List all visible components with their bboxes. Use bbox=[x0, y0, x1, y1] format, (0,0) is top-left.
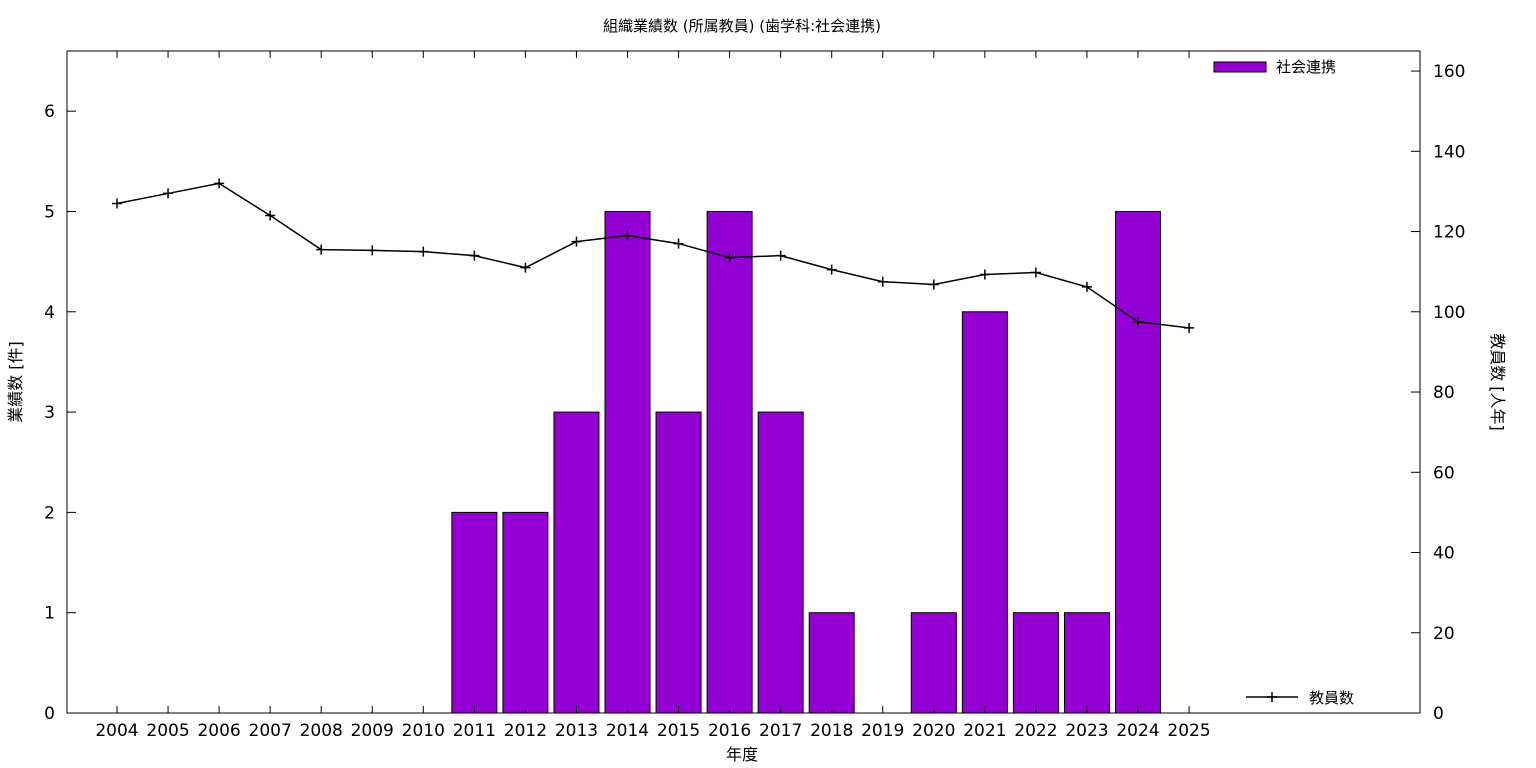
bar-2022 bbox=[1012, 612, 1059, 714]
bar-2023 bbox=[1063, 612, 1110, 714]
bar-2018 bbox=[808, 612, 855, 714]
x-axis: 2004 2005 2006 2007 2008 2009 2010 2011 2012 2013… bbox=[95, 51, 1211, 741]
y2-tick-label-0: 0 bbox=[1433, 704, 1444, 724]
point-2007 bbox=[265, 210, 276, 221]
x-tick-label-2007: 2007 bbox=[249, 721, 292, 741]
bar-group bbox=[451, 210, 1161, 714]
x-tick-label-2015: 2015 bbox=[657, 721, 700, 741]
y-tick-label-3: 3 bbox=[44, 403, 55, 423]
bar-2016 bbox=[706, 210, 753, 714]
legend-line-label: 教員数 bbox=[1309, 689, 1354, 707]
point-2022 bbox=[1030, 267, 1041, 278]
y2-tick-label-80: 80 bbox=[1433, 383, 1455, 403]
point-2023 bbox=[1081, 281, 1092, 292]
point-2008 bbox=[316, 244, 327, 255]
x-tick-label-2025: 2025 bbox=[1167, 721, 1210, 741]
bar-2015 bbox=[655, 411, 702, 714]
point-2015 bbox=[673, 238, 684, 249]
bar-2013 bbox=[553, 411, 600, 714]
x-tick-label-2011: 2011 bbox=[453, 721, 496, 741]
point-2005 bbox=[163, 188, 174, 199]
x-tick-label-2005: 2005 bbox=[146, 721, 189, 741]
point-2025 bbox=[1184, 322, 1195, 333]
y2-tick-label-100: 100 bbox=[1433, 303, 1465, 323]
x-tick-label-2023: 2023 bbox=[1065, 721, 1108, 741]
y-axis-left: 0 1 2 3 4 5 6 bbox=[44, 102, 76, 724]
point-2006 bbox=[214, 178, 225, 189]
x-tick-label-2019: 2019 bbox=[861, 721, 904, 741]
y-tick-label-4: 4 bbox=[44, 303, 55, 323]
point-2024 bbox=[1133, 316, 1143, 327]
x-tick-label-2010: 2010 bbox=[402, 721, 445, 741]
chart-title: 組織業績数 (所属教員) (歯学科:社会連携) bbox=[603, 17, 881, 35]
y-tick-label-1: 1 bbox=[44, 604, 55, 624]
x-tick-label-2020: 2020 bbox=[912, 721, 955, 741]
x-tick-label-2018: 2018 bbox=[810, 721, 853, 741]
legend-bar: 社会連携 bbox=[1213, 58, 1336, 76]
x-tick-label-2017: 2017 bbox=[759, 721, 802, 741]
bar-2021 bbox=[961, 311, 1008, 714]
y-tick-label-5: 5 bbox=[44, 202, 55, 222]
x-tick-label-2014: 2014 bbox=[606, 721, 649, 741]
legend-bar-swatch bbox=[1213, 61, 1267, 73]
y2-tick-label-40: 40 bbox=[1433, 544, 1455, 564]
point-2013 bbox=[571, 236, 582, 247]
y2-tick-label-160: 160 bbox=[1433, 62, 1465, 82]
point-2004 bbox=[112, 198, 122, 209]
series-line-teachers bbox=[116, 182, 1190, 329]
y-axis-label: 業績数 [件] bbox=[6, 341, 25, 423]
point-2014 bbox=[622, 230, 633, 241]
x-tick-label-2013: 2013 bbox=[555, 721, 598, 741]
point-2021 bbox=[979, 269, 990, 280]
point-2010 bbox=[418, 246, 429, 257]
x-tick-label-2004: 2004 bbox=[95, 721, 138, 741]
y2-tick-label-20: 20 bbox=[1433, 624, 1455, 644]
point-2016 bbox=[724, 252, 735, 263]
bar-2012 bbox=[502, 511, 549, 714]
bar-2011 bbox=[451, 511, 498, 714]
point-2017 bbox=[775, 250, 786, 261]
y2-tick-label-120: 120 bbox=[1433, 223, 1465, 243]
point-2019 bbox=[877, 276, 888, 287]
legend-line: 教員数 bbox=[1246, 689, 1354, 707]
y-tick-label-0: 0 bbox=[44, 704, 55, 724]
point-2009 bbox=[367, 245, 378, 256]
x-tick-label-2022: 2022 bbox=[1014, 721, 1057, 741]
y2-tick-label-140: 140 bbox=[1433, 142, 1465, 162]
bar-2017 bbox=[757, 411, 804, 714]
line-group bbox=[112, 178, 1195, 333]
x-tick-label-2008: 2008 bbox=[300, 721, 343, 741]
x-tick-label-2006: 2006 bbox=[197, 721, 240, 741]
x-tick-label-2009: 2009 bbox=[351, 721, 394, 741]
x-tick-label-2024: 2024 bbox=[1116, 721, 1159, 741]
point-2011 bbox=[469, 250, 480, 261]
x-axis-label: 年度 bbox=[726, 745, 758, 764]
bar-2014 bbox=[604, 210, 651, 714]
y2-tick-label-60: 60 bbox=[1433, 463, 1455, 483]
point-2012 bbox=[520, 262, 531, 273]
x-tick-label-2021: 2021 bbox=[963, 721, 1006, 741]
bar-2024 bbox=[1115, 210, 1161, 714]
y-tick-label-2: 2 bbox=[44, 503, 55, 523]
x-tick-label-2016: 2016 bbox=[708, 721, 751, 741]
y2-axis-label: 教員数 [人年] bbox=[1488, 333, 1507, 431]
y-axis-right: 0 20 40 60 80 100 120 140 160 bbox=[1411, 62, 1465, 724]
point-2018 bbox=[826, 264, 837, 275]
bar-2020 bbox=[910, 612, 957, 714]
x-tick-label-2012: 2012 bbox=[504, 721, 547, 741]
y-tick-label-6: 6 bbox=[44, 102, 55, 122]
point-2020 bbox=[928, 279, 939, 290]
legend-bar-label: 社会連携 bbox=[1276, 58, 1336, 76]
plot-frame bbox=[66, 50, 1421, 714]
